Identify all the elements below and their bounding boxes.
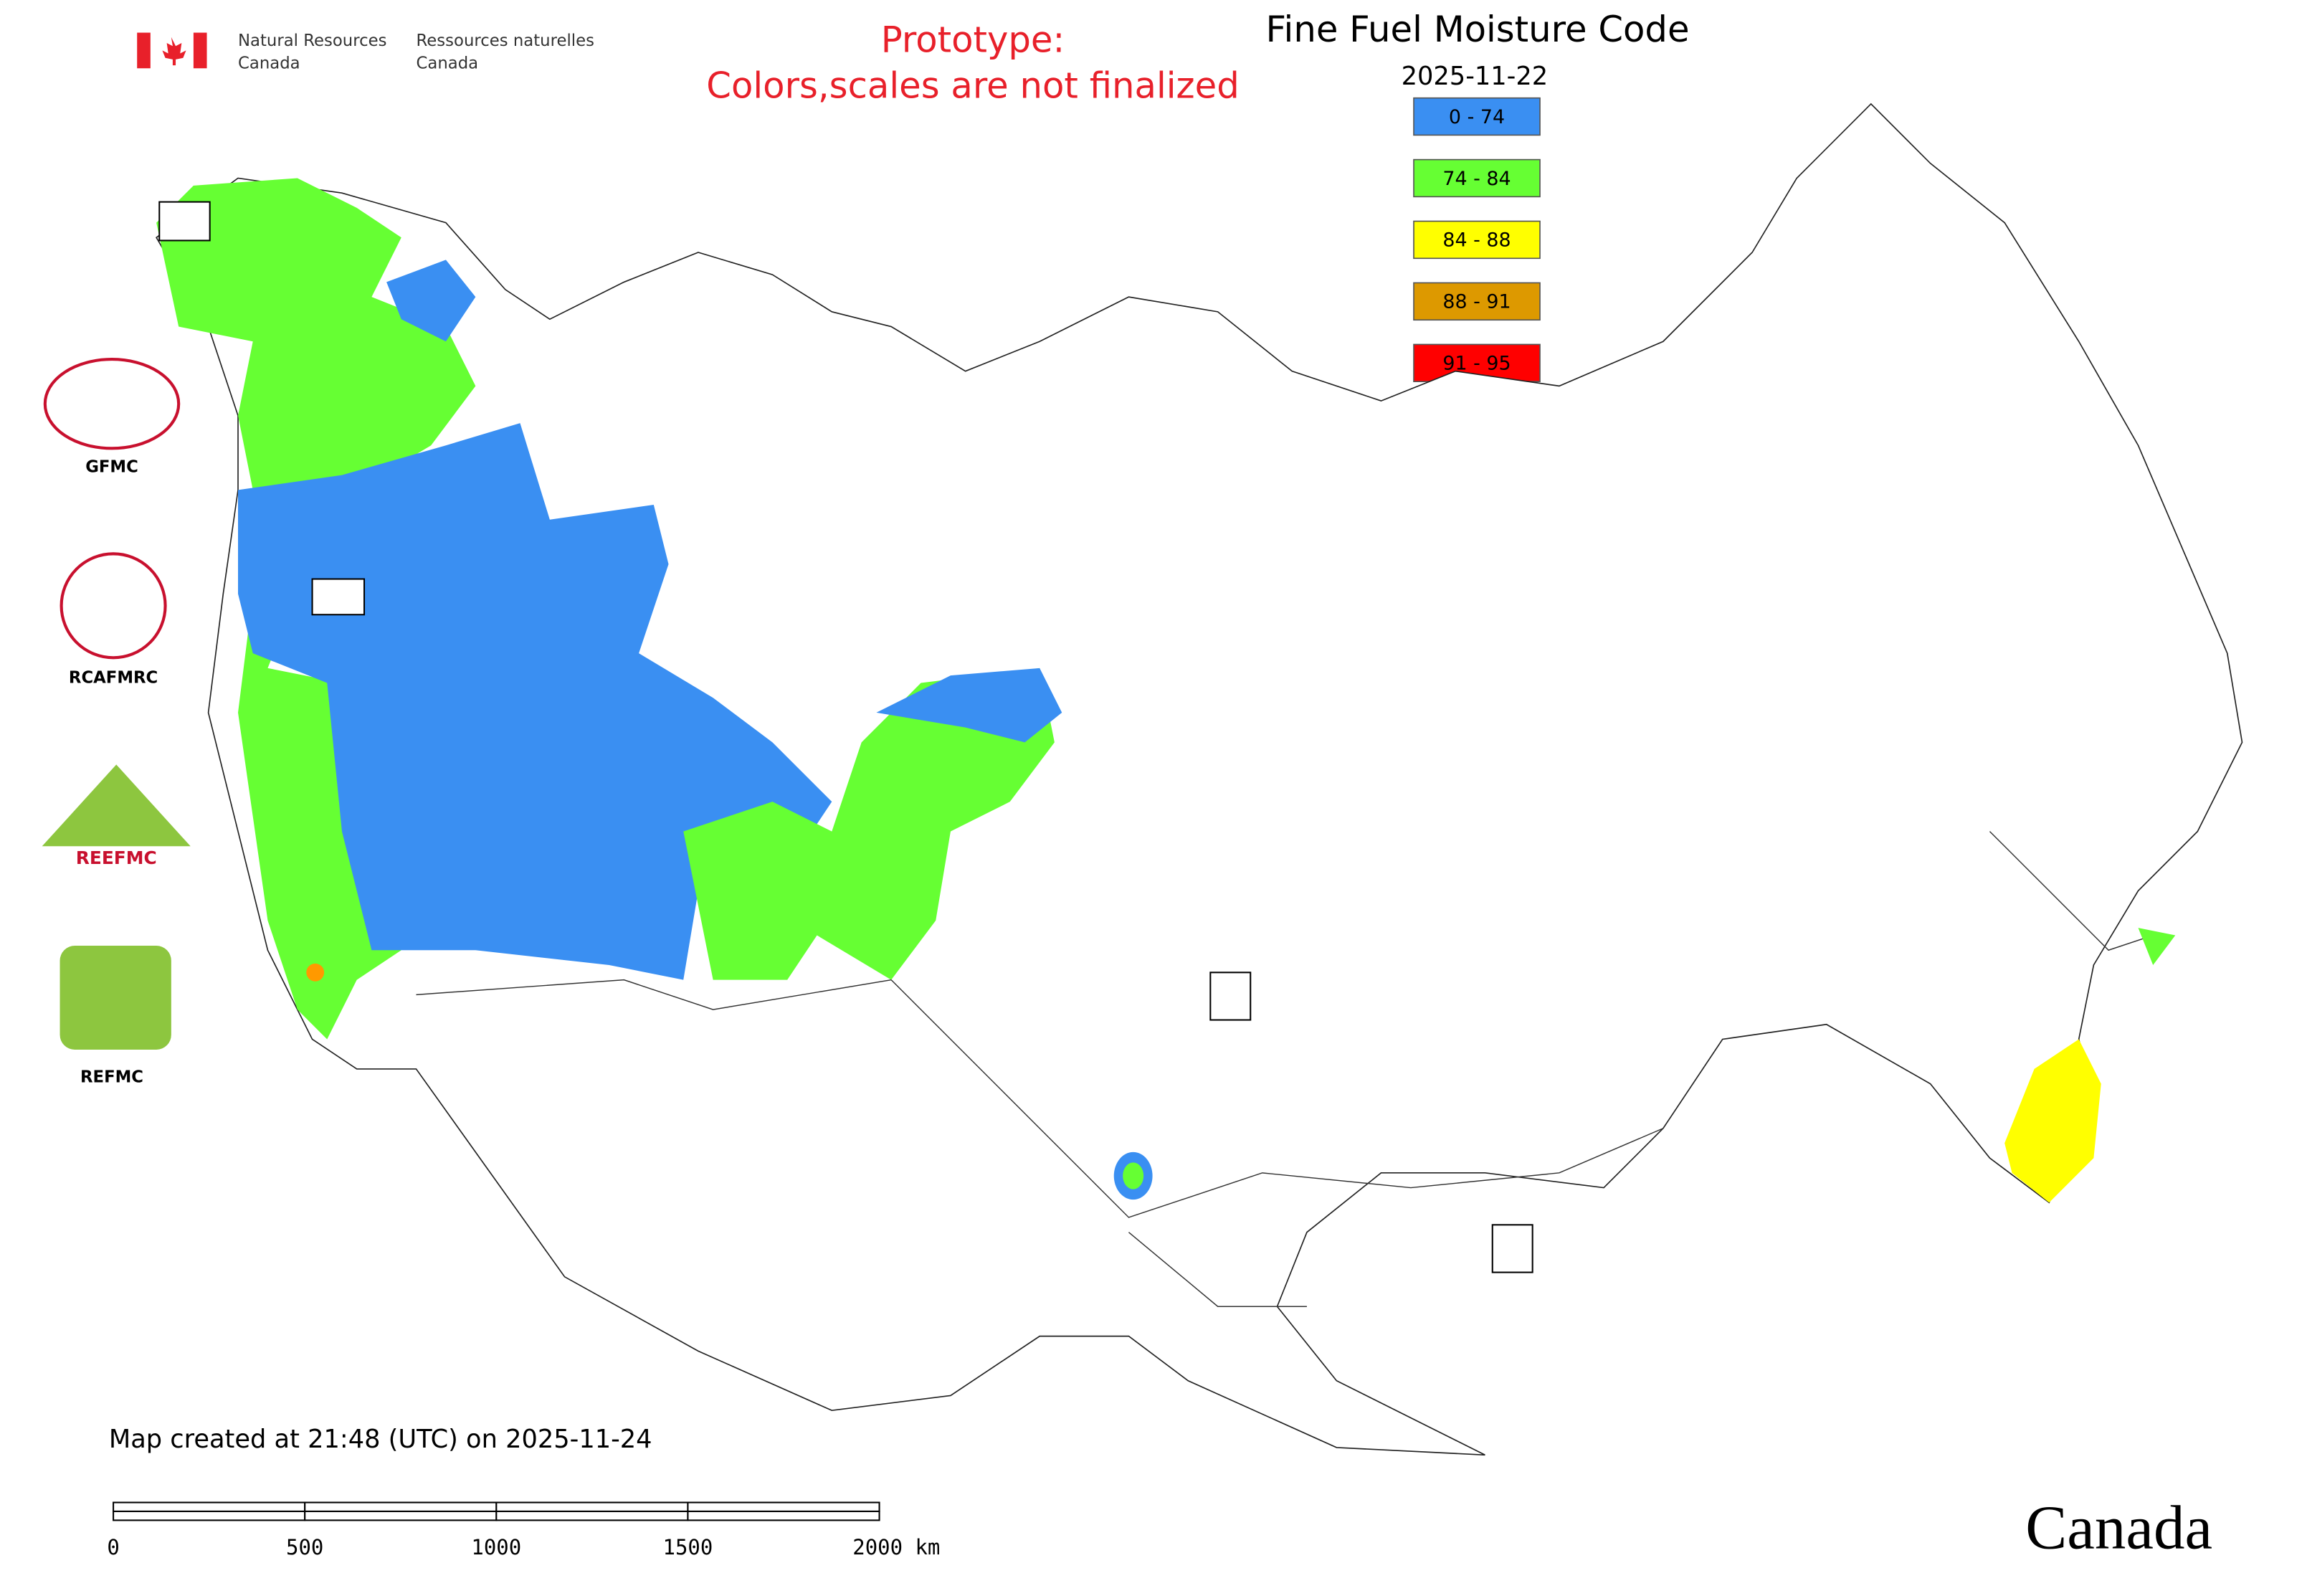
notice: Colors,scales are not finalized [706, 65, 1239, 107]
scale-label: 1500 [663, 1535, 713, 1559]
agency-fr: Ressources naturelles [417, 32, 594, 50]
map-title: Fine Fuel Moisture Code [1266, 9, 1690, 50]
logo-refmc [60, 946, 171, 1050]
scale-segment [687, 1501, 880, 1513]
map-date: 2025-11-22 [1402, 62, 1549, 91]
agency-en: Canada [238, 54, 300, 72]
map-logo [1491, 1224, 1533, 1273]
ffmc-zone [386, 260, 476, 342]
legend-swatch [1413, 282, 1541, 321]
ffmc-zone [238, 423, 832, 980]
border [1989, 831, 2154, 951]
nrcan-signature: Natural Resources Canada Ressources natu… [137, 32, 594, 72]
flag-bar [137, 32, 151, 69]
border [416, 979, 1664, 1218]
maple-leaf [162, 37, 186, 66]
border [1128, 1232, 1307, 1307]
ffmc-zone [2138, 928, 2176, 965]
scale-label: 0 [107, 1535, 119, 1559]
legend-swatch [1413, 97, 1541, 136]
scale-segment [304, 1510, 498, 1521]
map [156, 103, 2243, 1456]
scale-segment [113, 1510, 306, 1521]
scale-label: 500 [286, 1535, 323, 1559]
ffmc-zone [1123, 1162, 1144, 1189]
logo-label: GFMC [85, 457, 138, 476]
canada-wordmark: Canada [2025, 1493, 2212, 1562]
ffmc-zone [306, 963, 325, 982]
legend-label: 0 - 74 [1449, 106, 1505, 128]
agency-en: Natural Resources [238, 32, 386, 50]
legend-swatch [1413, 220, 1541, 260]
scale-segment [687, 1510, 880, 1521]
logo-label: REFMC [80, 1068, 143, 1087]
legend-label: 88 - 91 [1442, 291, 1511, 313]
legend-label: 91 - 95 [1442, 353, 1511, 375]
map-logo [311, 578, 366, 616]
created-note: Map created at 21:48 (UTC) on 2025-11-24 [109, 1425, 652, 1454]
scale-segment [113, 1501, 306, 1513]
map-logo [158, 201, 211, 242]
legend-label: 74 - 84 [1442, 168, 1511, 190]
map-logo [1209, 972, 1252, 1021]
ffmc-zone [876, 668, 1062, 743]
logos: GFMC RCAFMRC REEFMC REFMC [42, 201, 1533, 1273]
scale-label: 1000 [471, 1535, 521, 1559]
ffmc-zone [683, 668, 1055, 980]
scale-segment [495, 1501, 689, 1513]
legend-swatch [1413, 158, 1541, 198]
logo-reefmc [42, 764, 191, 847]
scale-bar: 0 500 1000 1500 2000 km [107, 1501, 940, 1559]
logo-label: RCAFMRC [69, 669, 158, 688]
logo-label: REEFMC [76, 847, 157, 868]
ffmc-zone [2004, 1039, 2101, 1203]
scale-segment [304, 1501, 498, 1513]
logo-rcafmrc [60, 552, 167, 660]
logo-gfmc [43, 358, 181, 450]
legend-label: 84 - 88 [1442, 229, 1511, 252]
ffmc-zone [156, 178, 476, 1040]
flag-bar [193, 32, 207, 69]
agency-fr: Canada [417, 54, 479, 72]
notice: Prototype: [881, 19, 1065, 60]
scale-label: 2000 km [852, 1535, 940, 1559]
scale-segment [495, 1510, 689, 1521]
